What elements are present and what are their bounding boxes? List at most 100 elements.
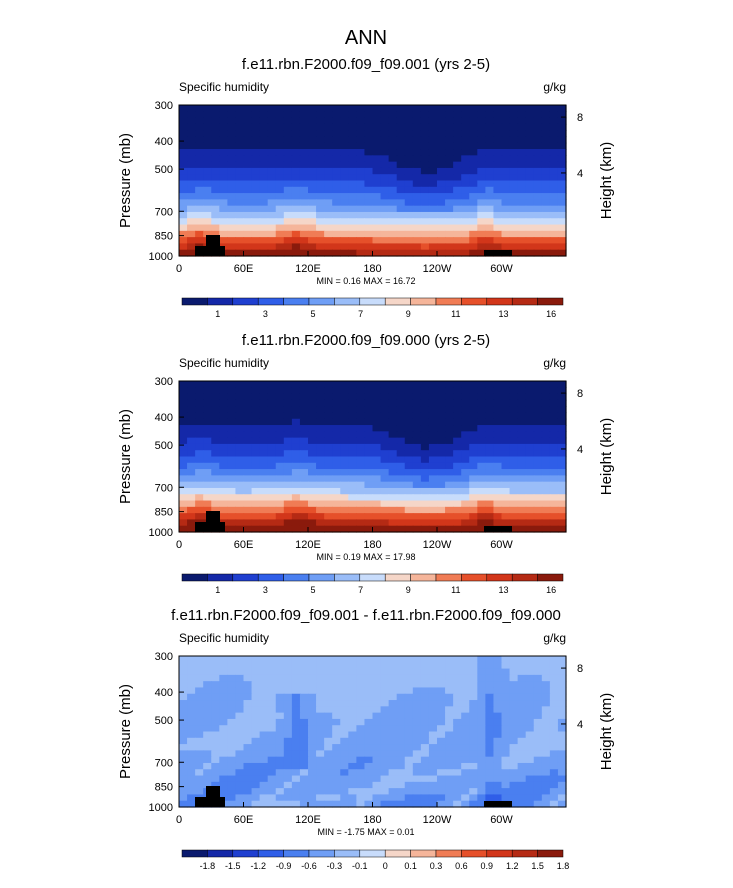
heatmap-cell (525, 668, 535, 676)
heatmap-cell (348, 781, 357, 789)
heatmap-cell (469, 237, 478, 245)
heatmap-cell (541, 519, 551, 527)
heatmap-cell (469, 762, 478, 770)
heatmap-cell (364, 487, 374, 495)
heatmap-cell (251, 494, 261, 502)
heatmap-cell (372, 674, 382, 682)
heatmap-cell (501, 393, 511, 401)
heatmap-cell (437, 687, 446, 695)
heatmap-cell (453, 218, 462, 226)
heatmap-cell (275, 506, 285, 514)
heatmap-cell (179, 718, 188, 726)
heatmap-cell (275, 243, 285, 251)
heatmap-cell (557, 718, 567, 726)
heatmap-cell (340, 506, 349, 514)
heatmap-cell (404, 224, 414, 232)
heatmap-cell (364, 243, 374, 251)
heatmap-cell (283, 674, 293, 682)
heatmap-cell (428, 656, 438, 663)
heatmap-cell (453, 681, 462, 689)
heatmap-cell (380, 387, 390, 395)
heatmap-cell (509, 412, 519, 420)
heatmap-cell (396, 167, 406, 175)
heatmap-cell (235, 687, 245, 695)
heatmap-cell (243, 481, 253, 489)
heatmap-cell (219, 737, 228, 745)
heatmap-cell (267, 412, 277, 420)
heatmap-cell (340, 668, 349, 676)
heatmap-cell (195, 668, 204, 676)
heatmap-cell (493, 775, 503, 783)
heatmap-cell (477, 218, 486, 226)
heatmap-cell (412, 737, 422, 745)
heatmap-cell (445, 406, 454, 414)
heatmap-cell (557, 205, 567, 213)
heatmap-cell (469, 494, 478, 502)
heatmap-cell (308, 443, 317, 451)
heatmap-cell (477, 762, 486, 770)
heatmap-cell (219, 700, 228, 707)
heatmap-cell (517, 230, 527, 238)
heatmap-cell (549, 381, 559, 388)
heatmap-cell (420, 693, 430, 701)
heatmap-cell (557, 161, 567, 169)
heatmap-cell (324, 237, 333, 245)
heatmap-cell (437, 136, 446, 144)
heatmap-cell (364, 800, 374, 808)
heatmap-cell (509, 218, 519, 226)
heatmap-cell (437, 656, 446, 663)
heatmap-cell (283, 487, 293, 495)
heatmap-cell (227, 788, 237, 796)
heatmap-cell (187, 687, 196, 695)
heatmap-cell (227, 700, 237, 707)
heatmap-cell (364, 469, 374, 476)
heatmap-cell (259, 662, 269, 670)
heatmap-cell (299, 437, 309, 445)
heatmap-cell (517, 218, 527, 226)
heatmap-cell (420, 513, 430, 521)
heatmap-cell (541, 249, 551, 257)
heatmap-cell (509, 186, 519, 194)
heatmap-cell (453, 230, 462, 238)
heatmap-cell (259, 224, 269, 232)
heatmap-cell (227, 218, 237, 226)
y2tick-label: 8 (577, 663, 583, 675)
heatmap-cell (493, 142, 503, 150)
heatmap-cell (203, 393, 212, 401)
heatmap-cell (396, 111, 406, 119)
heatmap-cell (348, 687, 357, 695)
heatmap-cell (469, 142, 478, 150)
heatmap-cell (461, 794, 470, 802)
heatmap-cell (211, 712, 220, 720)
heatmap-cell (461, 218, 470, 226)
heatmap-cell (348, 725, 357, 733)
y2tick-label: 4 (577, 719, 583, 731)
heatmap-cell (541, 668, 551, 676)
heatmap-cell (428, 136, 438, 144)
heatmap-cell (420, 186, 430, 194)
heatmap-cell (259, 443, 269, 451)
heatmap-cell (299, 674, 309, 682)
heatmap-cell (493, 237, 503, 245)
heatmap-cell (348, 418, 357, 426)
heatmap-cell (469, 788, 478, 796)
heatmap-cell (485, 519, 495, 527)
heatmap-cell (299, 800, 309, 808)
heatmap-cell (324, 800, 333, 808)
heatmap-cell (235, 249, 245, 257)
heatmap-cell (517, 718, 527, 726)
heatmap-cell (525, 111, 535, 119)
heatmap-cell (259, 788, 269, 796)
heatmap-cell (235, 487, 245, 495)
heatmap-cell (445, 737, 454, 745)
heatmap-cell (372, 105, 382, 112)
heatmap-cell (493, 475, 503, 483)
heatmap-cell (356, 668, 366, 676)
heatmap-cell (445, 193, 454, 200)
heatmap-cell (340, 249, 349, 257)
heatmap-cell (493, 762, 503, 770)
heatmap-cell (557, 481, 567, 489)
heatmap-cell (316, 656, 325, 663)
heatmap-cell (485, 687, 495, 695)
heatmap-cell (227, 130, 237, 138)
